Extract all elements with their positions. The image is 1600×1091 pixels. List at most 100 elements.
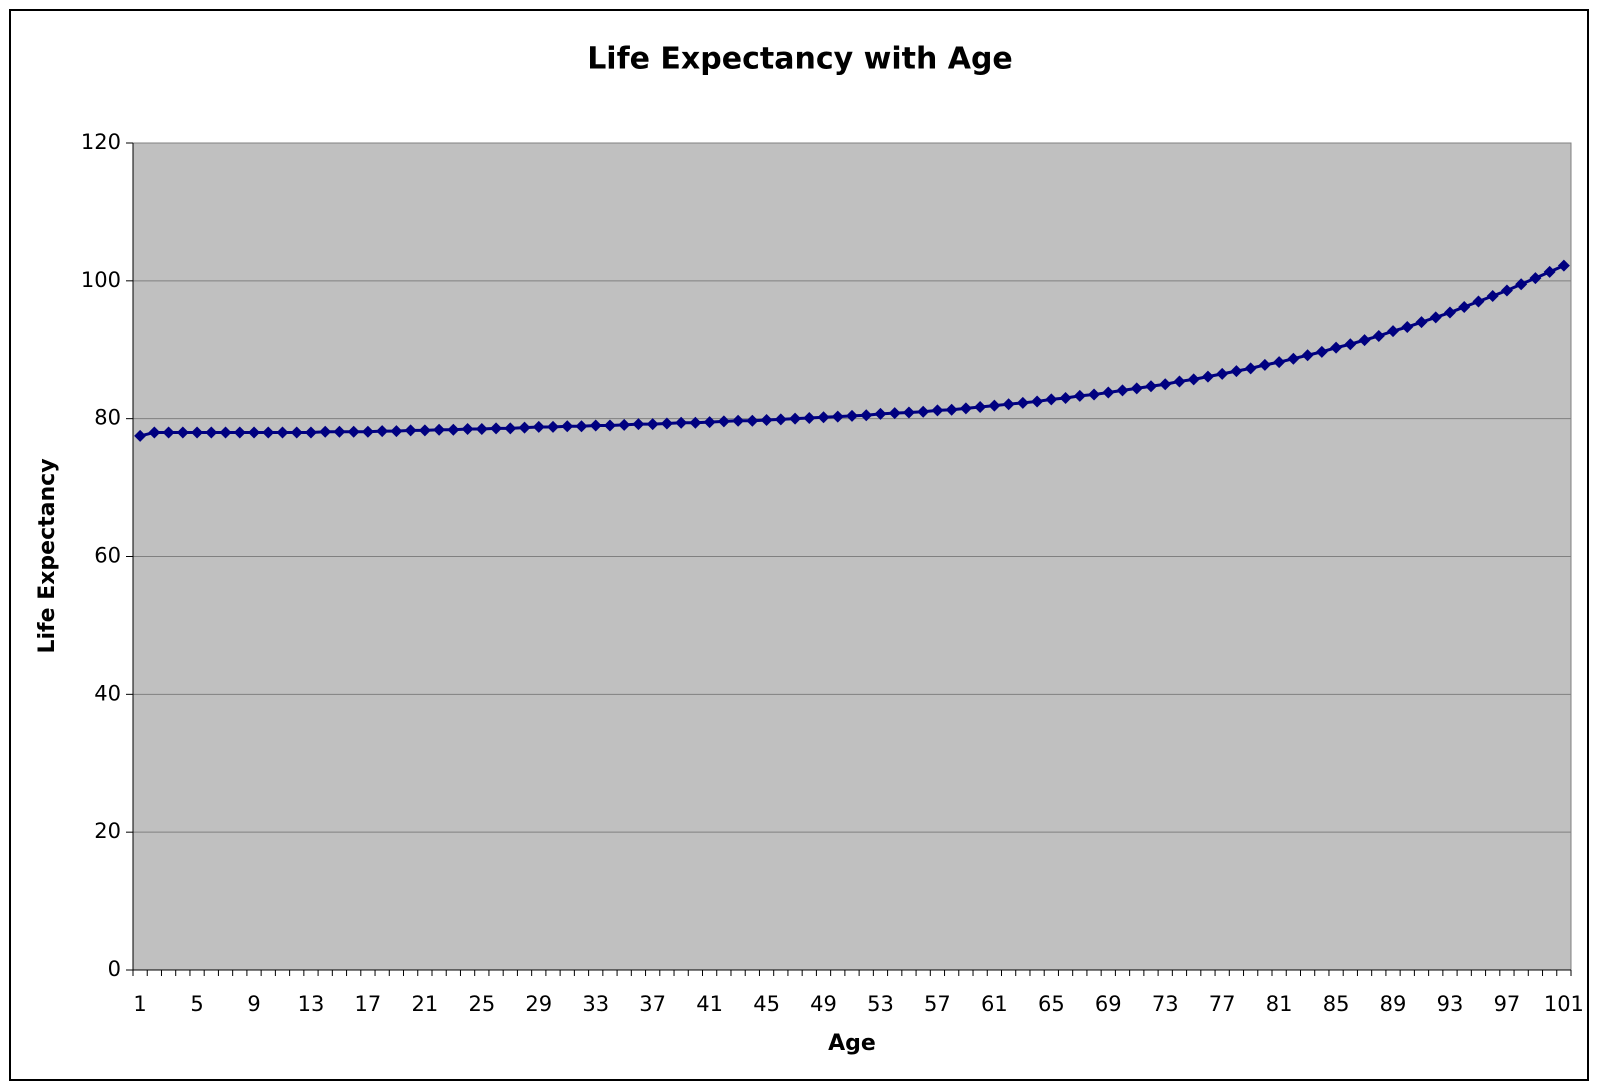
x-tick-label: 85 <box>1323 992 1350 1016</box>
data-marker <box>1415 316 1428 329</box>
x-tick-label: 61 <box>981 992 1008 1016</box>
data-marker <box>219 426 232 439</box>
data-marker <box>874 407 887 420</box>
data-marker <box>134 429 147 442</box>
data-marker <box>988 399 1001 412</box>
data-marker <box>290 426 303 439</box>
data-marker <box>1401 321 1414 334</box>
data-marker <box>447 423 460 436</box>
y-tick-label: 0 <box>108 957 121 981</box>
x-tick-label: 41 <box>696 992 723 1016</box>
data-marker <box>1557 259 1570 272</box>
y-tick-label: 40 <box>94 681 121 705</box>
data-marker <box>1443 306 1456 319</box>
data-marker <box>959 402 972 415</box>
data-marker <box>1543 265 1556 278</box>
data-marker <box>518 421 531 434</box>
x-tick-label: 25 <box>468 992 495 1016</box>
x-tick-label: 9 <box>247 992 260 1016</box>
data-marker <box>1486 289 1499 302</box>
data-marker <box>774 413 787 426</box>
data-marker <box>1102 386 1115 399</box>
y-tick-label: 100 <box>81 268 121 292</box>
x-tick-label: 37 <box>639 992 666 1016</box>
data-marker <box>888 407 901 420</box>
data-marker <box>1187 373 1200 386</box>
y-tick-label: 80 <box>94 406 121 430</box>
data-marker <box>831 410 844 423</box>
data-marker <box>1045 393 1058 406</box>
x-tick-label: 57 <box>924 992 951 1016</box>
data-marker <box>1358 334 1371 347</box>
x-tick-label: 65 <box>1038 992 1065 1016</box>
data-marker <box>1258 358 1271 371</box>
data-marker <box>504 422 517 435</box>
data-marker <box>817 411 830 424</box>
data-marker <box>1244 362 1257 375</box>
data-marker <box>162 426 175 439</box>
data-marker <box>1515 278 1528 291</box>
data-marker <box>1529 272 1542 285</box>
data-marker <box>1387 325 1400 338</box>
data-marker <box>248 426 261 439</box>
x-tick-label: 29 <box>525 992 552 1016</box>
data-marker <box>1130 382 1143 395</box>
data-marker <box>803 411 816 424</box>
data-marker <box>945 403 958 416</box>
data-marker <box>176 426 189 439</box>
data-marker <box>717 415 730 428</box>
data-marker <box>746 414 759 427</box>
data-marker <box>547 420 560 433</box>
data-marker <box>732 414 745 427</box>
data-marker <box>1372 329 1385 342</box>
data-marker <box>461 423 474 436</box>
data-marker <box>846 409 858 422</box>
data-marker <box>632 418 645 431</box>
data-marker <box>233 426 246 439</box>
x-tick-label: 89 <box>1380 992 1407 1016</box>
data-marker <box>304 426 317 439</box>
data-marker <box>561 420 574 433</box>
data-marker <box>675 416 688 429</box>
x-tick-label: 69 <box>1095 992 1122 1016</box>
data-marker <box>490 422 503 435</box>
data-marker <box>262 426 275 439</box>
data-marker <box>532 420 545 433</box>
data-marker <box>1429 311 1442 324</box>
data-marker <box>191 426 204 439</box>
data-marker <box>789 412 802 425</box>
data-marker <box>1031 395 1044 408</box>
y-tick-label: 60 <box>94 544 121 568</box>
x-tick-label: 77 <box>1209 992 1236 1016</box>
data-marker <box>1159 378 1172 391</box>
data-marker <box>860 409 873 422</box>
data-marker <box>1201 370 1214 383</box>
x-tick-label: 73 <box>1152 992 1179 1016</box>
x-tick-label: 81 <box>1266 992 1293 1016</box>
data-marker <box>1002 398 1015 411</box>
chart-title: Life Expectancy with Age <box>587 42 1013 77</box>
data-marker <box>1273 356 1286 369</box>
y-tick-label: 120 <box>81 130 121 154</box>
data-marker <box>205 426 218 439</box>
x-tick-label: 45 <box>753 992 780 1016</box>
data-marker <box>361 425 374 438</box>
data-marker <box>333 425 346 438</box>
data-marker <box>1016 396 1029 409</box>
x-tick-label: 97 <box>1494 992 1521 1016</box>
data-marker <box>1144 380 1157 393</box>
x-tick-label: 21 <box>412 992 439 1016</box>
data-marker <box>418 424 431 437</box>
data-marker <box>1315 345 1328 358</box>
data-marker <box>902 406 915 419</box>
data-marker <box>1330 341 1343 354</box>
y-tick-label: 20 <box>94 819 121 843</box>
data-marker <box>1287 352 1300 365</box>
data-marker <box>404 424 417 437</box>
x-tick-label: 13 <box>298 992 325 1016</box>
data-marker <box>703 416 716 429</box>
data-marker <box>689 416 702 429</box>
data-marker <box>1472 295 1485 308</box>
data-marker <box>1301 349 1314 362</box>
